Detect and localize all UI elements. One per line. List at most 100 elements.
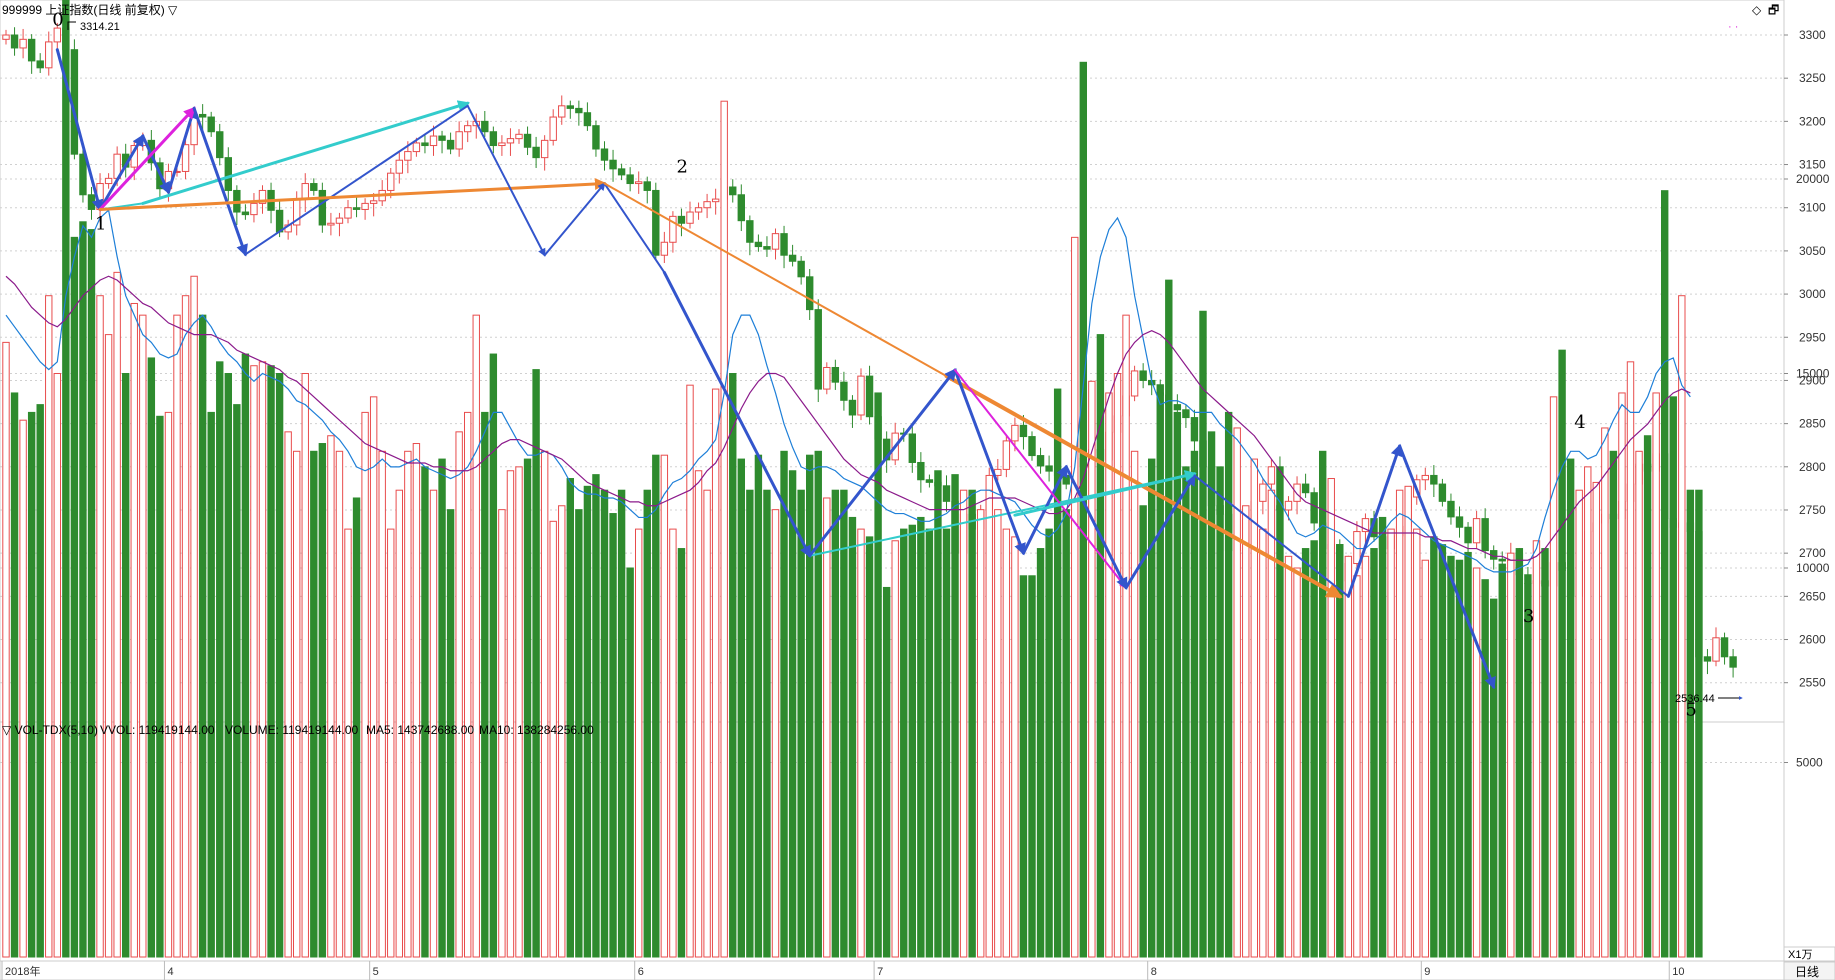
volume-bar-down — [481, 411, 489, 958]
volume-bar-up — [1575, 489, 1583, 958]
volume-bar-up — [891, 540, 899, 958]
volume-bar-down — [1541, 548, 1549, 958]
volume-bar-down — [62, 0, 70, 958]
candle-body-down — [729, 186, 737, 196]
volume-bar-down — [1156, 392, 1164, 958]
candle-body-down — [917, 461, 925, 481]
chart-title[interactable]: 999999 上证指数(日线 前复权) ▽ — [2, 2, 178, 17]
tab-daily[interactable] — [1783, 961, 1835, 980]
volume-bar-up — [164, 411, 173, 958]
volume-bar-up — [1361, 555, 1370, 958]
candle-body-up — [19, 38, 27, 49]
volume-bar-up — [1618, 392, 1626, 958]
candle-body-down — [652, 189, 660, 256]
candle-body-down — [746, 220, 754, 243]
volume-bar-up — [959, 489, 968, 958]
candle-body-up — [1259, 483, 1267, 502]
volume-bar-up — [455, 431, 463, 958]
price-tick-label: 3000 — [1799, 287, 1826, 301]
price-tick-label: 2600 — [1799, 633, 1826, 647]
volume-bar-up — [1233, 427, 1241, 958]
candle-body-up — [181, 144, 190, 172]
volume-bar-up — [293, 450, 301, 958]
volume-unit-label: X1万 — [1788, 949, 1812, 961]
volume-bar-up — [703, 489, 711, 958]
wave-line-blue — [808, 368, 957, 558]
wave-line-blue — [192, 106, 248, 257]
volume-bar-up — [515, 466, 523, 958]
candle-body-down — [925, 479, 934, 483]
candle-body-down — [1455, 516, 1464, 528]
volume-bar-up — [857, 528, 865, 958]
volume-bar-down — [968, 489, 976, 958]
candle-body-up — [1421, 474, 1429, 481]
candle-body-up — [498, 142, 506, 147]
volume-bar-down — [147, 357, 156, 958]
wave-line-blue — [166, 106, 198, 194]
candle-body-down — [1028, 436, 1036, 457]
candle-body-up — [464, 125, 472, 133]
volume-bar-up — [1532, 540, 1541, 958]
restore-icon[interactable]: 🗗 — [1768, 3, 1779, 17]
volume-bar-down — [1336, 544, 1344, 958]
candle-body-up — [412, 142, 421, 153]
diamond-icon[interactable]: ◇ — [1752, 3, 1762, 17]
volume-bar-down — [1498, 563, 1506, 958]
volume-bar-up — [1421, 559, 1429, 958]
volume-bar-down — [626, 567, 634, 958]
price-tick-label: 2650 — [1799, 589, 1826, 603]
volume-bar-up — [361, 411, 369, 958]
wave-labels: 0 1 2 3 4 5 — [52, 9, 1697, 720]
volume-bar-down — [1053, 388, 1062, 958]
candle-body-up — [361, 202, 369, 210]
volume-bar-up — [1626, 361, 1635, 958]
wave-line-blue — [1064, 465, 1128, 590]
volume-bar-down — [1276, 505, 1284, 958]
candle-body-down — [1310, 492, 1318, 524]
candle-body-up — [344, 207, 352, 219]
volume-bar-up — [113, 271, 121, 958]
wave-line-blue — [953, 368, 1026, 556]
candle-body-up — [771, 233, 780, 250]
date-axis-label: 4 — [167, 966, 173, 978]
volume-bar-up — [660, 454, 669, 958]
price-tick-label: 3300 — [1799, 28, 1826, 42]
wave-label: 5 — [1685, 699, 1696, 720]
vol-indicator-name[interactable]: ▽ VOL-TDX(5,10) — [2, 723, 98, 737]
volume-bar-down — [207, 411, 215, 958]
volume-bar-down — [532, 369, 540, 958]
candle-body-up — [694, 207, 703, 213]
wave-label: 0 — [52, 9, 63, 30]
volume-bar-down — [643, 489, 651, 958]
volume-bar-down — [652, 454, 660, 958]
price-axis: 3300 3250 3200 3150 3100 3050 3000 2950 2900 2850… — [1784, 28, 1826, 690]
candle-body-down — [848, 399, 857, 416]
candle-body-up — [540, 139, 549, 159]
date-axis: 2018年 4 5 6 7 8 9 10 — [1, 961, 1685, 980]
candle-body-down — [318, 189, 327, 226]
volume-bar-up — [1395, 489, 1404, 958]
candle-body-down — [592, 125, 600, 150]
volume-bar-up — [1130, 450, 1139, 958]
volume-bar-down — [900, 528, 908, 958]
volume-bar-series — [2, 0, 1703, 958]
volume-bar-down — [1019, 575, 1028, 958]
candle-body-down — [1062, 474, 1070, 485]
volume-bar-down — [1139, 505, 1147, 958]
volume-bar-down — [446, 509, 455, 958]
candle-body-down — [523, 133, 532, 148]
volume-bar-up — [1113, 373, 1122, 958]
wave-line-blue — [98, 133, 145, 211]
volume-bar-up — [711, 388, 720, 958]
price-tick-label: 3250 — [1799, 71, 1826, 85]
candle-body-up — [53, 27, 61, 43]
date-axis-label: 10 — [1672, 966, 1684, 978]
volume-bar-down — [1515, 548, 1524, 958]
volume-bar-down — [224, 373, 233, 958]
price-tick-label: 2700 — [1799, 546, 1826, 560]
volume-ma-lines — [5, 208, 1691, 573]
volume-bar-down — [1165, 279, 1173, 958]
volume-bar-up — [558, 505, 566, 958]
candle-body-down — [806, 276, 814, 311]
